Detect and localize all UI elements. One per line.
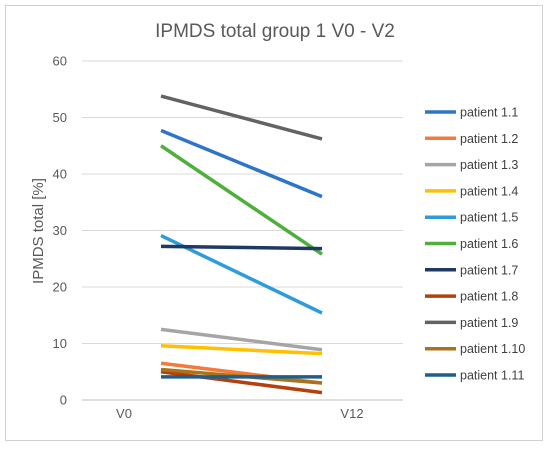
series-line bbox=[160, 94, 323, 141]
y-axis-label: IPMDS total [%] bbox=[30, 178, 47, 284]
series-line bbox=[160, 144, 323, 256]
legend-label: patient 1.5 bbox=[460, 211, 518, 225]
legend-label: patient 1.1 bbox=[460, 106, 518, 120]
y-tick-label: 10 bbox=[53, 336, 67, 351]
series-lines bbox=[160, 94, 323, 395]
x-tick-label: V12 bbox=[340, 406, 363, 421]
legend-label: patient 1.10 bbox=[460, 342, 525, 356]
x-tick-label: V0 bbox=[116, 406, 132, 421]
series-line bbox=[160, 244, 323, 251]
legend-label: patient 1.4 bbox=[460, 184, 518, 198]
y-tick-label: 60 bbox=[53, 54, 67, 69]
y-tick-label: 0 bbox=[60, 393, 67, 408]
legend-label: patient 1.11 bbox=[460, 369, 524, 383]
y-tick-label: 30 bbox=[53, 223, 67, 238]
x-tick-labels: V0 V12 bbox=[116, 406, 364, 421]
legend-label: patient 1.7 bbox=[460, 263, 518, 277]
legend-label: patient 1.8 bbox=[460, 290, 518, 304]
legend-label: patient 1.6 bbox=[460, 237, 518, 251]
legend-label: patient 1.3 bbox=[460, 158, 518, 172]
legend-label: patient 1.9 bbox=[460, 316, 518, 330]
y-tick-label: 20 bbox=[53, 280, 67, 295]
legend: patient 1.1 patient 1.2 patient 1.3 patient… bbox=[425, 106, 525, 383]
series-line bbox=[160, 234, 323, 315]
series-line bbox=[160, 128, 323, 199]
legend-label: patient 1.2 bbox=[460, 132, 518, 146]
series-line bbox=[160, 344, 323, 356]
y-tick-labels: 0 10 20 30 40 50 60 bbox=[53, 54, 67, 408]
y-tick-label: 40 bbox=[53, 167, 67, 182]
series-line bbox=[160, 327, 323, 352]
chart-title: IPMDS total group 1 V0 - V2 bbox=[155, 21, 395, 42]
y-tick-label: 50 bbox=[53, 110, 67, 125]
